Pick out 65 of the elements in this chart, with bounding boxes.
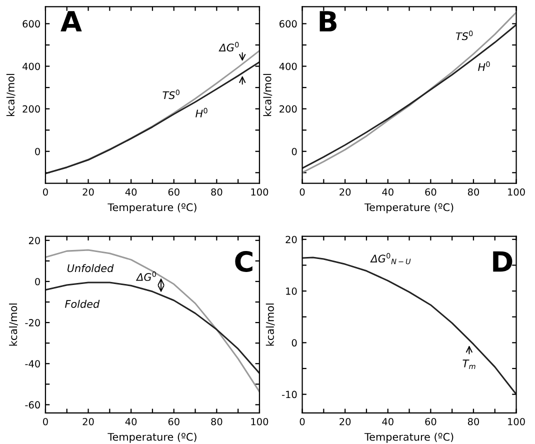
x-tick-label: 100 (508, 418, 525, 426)
y-tick-label: 10 (286, 288, 297, 295)
y-axis-title: kcal/mol (266, 304, 275, 346)
series-label: ΔG$^{0}$$_{N−U}$ (370, 252, 411, 264)
x-tick-label: 80 (468, 418, 480, 426)
x-tick-label: 40 (125, 418, 137, 426)
annotation: ΔG$^{0}$ (218, 42, 239, 52)
x-tick-label: 40 (382, 418, 394, 426)
y-tick-label: 0 (292, 339, 297, 347)
y-tick-label: 0 (292, 148, 297, 156)
y-tick-label: -20 (25, 319, 40, 326)
x-tick-label: 20 (82, 188, 94, 196)
series-label: Folded (65, 300, 100, 308)
y-tick-label: 600 (280, 20, 297, 28)
y-axis-title: kcal/mol (9, 304, 18, 346)
y-tick-label: 600 (22, 20, 40, 28)
x-tick-label: 100 (508, 188, 525, 196)
y-tick-label: 0 (35, 148, 40, 156)
series-label: H$^{0}$ (478, 61, 490, 71)
y-tick-label: 200 (280, 105, 297, 113)
x-tick-label: 80 (211, 188, 222, 196)
y-axis-title: kcal/mol (6, 74, 16, 116)
x-tick-label: 100 (251, 188, 268, 196)
x-tick-label: 20 (340, 188, 351, 196)
series-label: TS$^{0}$ (456, 30, 473, 40)
y-tick-label: -40 (25, 360, 40, 368)
series-label: Unfolded (67, 264, 114, 272)
y-tick-label: 400 (279, 62, 297, 70)
x-axis-title: Temperature (ºC) (364, 432, 454, 443)
x-axis-title: Temperature (ºC) (108, 203, 196, 214)
annotation: ΔG$^{0}$ (136, 271, 156, 281)
x-tick-label: 80 (468, 188, 480, 196)
x-tick-label: 60 (425, 418, 436, 426)
x-tick-label: 80 (211, 418, 222, 426)
chart-title: B (320, 11, 336, 32)
x-tick-label: 100 (251, 418, 268, 426)
chart-title: D (493, 251, 512, 272)
x-tick-label: 0 (300, 418, 305, 426)
x-axis-title: Temperature (ºC) (364, 203, 454, 214)
chart-title: A (60, 11, 82, 32)
y-tick-label: 200 (22, 105, 40, 113)
series-label: TS$^{0}$ (162, 90, 180, 100)
x-tick-label: 0 (43, 188, 48, 196)
line-series (45, 282, 260, 374)
x-tick-label: 20 (82, 418, 94, 426)
y-tick-label: 0 (35, 278, 40, 286)
x-tick-label: 60 (168, 418, 180, 426)
annotation: T$_{m}$ (462, 360, 476, 369)
x-tick-label: 20 (340, 418, 351, 426)
series-label: H$^{0}$ (196, 108, 208, 118)
line-series (45, 249, 260, 393)
y-tick-label: 20 (286, 236, 297, 244)
y-axis-title: kcal/mol (263, 74, 272, 116)
x-tick-label: 40 (125, 188, 137, 196)
x-tick-label: 40 (382, 188, 394, 196)
chart-title: C (235, 250, 252, 272)
x-axis-title: Temperature (ºC) (108, 432, 196, 443)
x-tick-label: 60 (425, 188, 436, 196)
x-tick-label: 60 (168, 188, 180, 196)
y-tick-label: -60 (25, 401, 40, 409)
y-tick-label: -10 (282, 390, 297, 398)
y-tick-label: 400 (22, 62, 40, 70)
x-tick-label: 0 (300, 188, 305, 196)
y-tick-label: 20 (28, 236, 40, 244)
x-tick-label: 0 (43, 418, 48, 426)
